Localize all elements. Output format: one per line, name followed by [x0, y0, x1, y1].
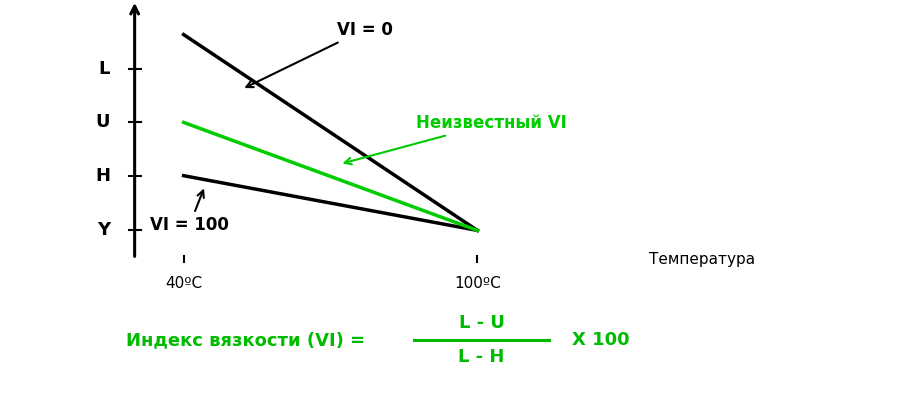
Text: L - U: L - U: [459, 314, 504, 332]
Text: X 100: X 100: [572, 331, 629, 349]
Text: L: L: [99, 60, 110, 78]
Text: U: U: [95, 114, 110, 131]
Text: Температура: Температура: [649, 252, 755, 267]
Text: Y: Y: [97, 221, 110, 239]
Text: Неизвестный VI: Неизвестный VI: [345, 114, 567, 164]
Text: 100ºC: 100ºC: [454, 276, 500, 292]
Text: VI = 0: VI = 0: [247, 20, 392, 87]
Text: VI = 100: VI = 100: [150, 190, 229, 234]
Text: 40ºC: 40ºC: [165, 276, 202, 292]
Text: L - H: L - H: [458, 348, 505, 366]
Text: H: H: [95, 167, 110, 185]
Text: Индекс вязкости (VI) =: Индекс вязкости (VI) =: [126, 331, 372, 349]
